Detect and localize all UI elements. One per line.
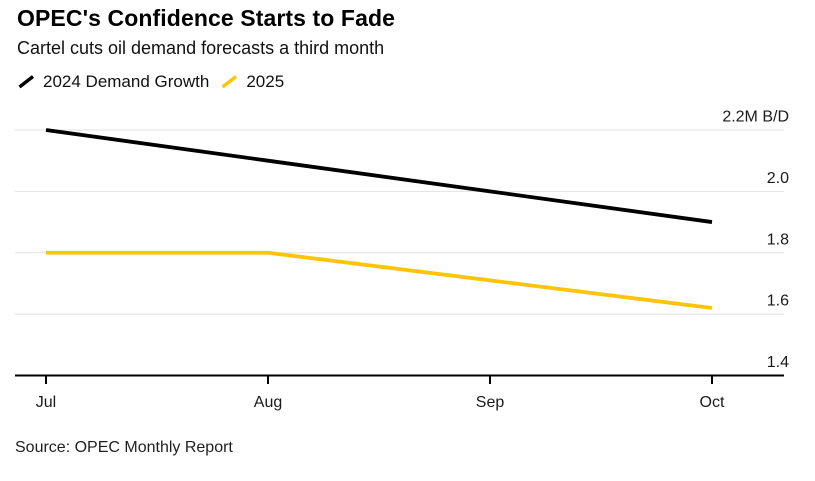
x-tick-label: Jul (36, 394, 56, 411)
x-tick-label: Oct (700, 394, 725, 411)
chart-subtitle: Cartel cuts oil demand forecasts a third… (17, 38, 385, 58)
y-tick-label: 2.0 (767, 170, 789, 187)
legend-label-2024: 2024 Demand Growth (43, 72, 210, 91)
series-line-2024-demand-growth (45, 128, 713, 224)
y-tick-label: 1.8 (767, 231, 789, 248)
chart-legend: 2024 Demand Growth 2025 (17, 72, 284, 92)
series-2024-slash-stroke (18, 75, 35, 89)
series-2025-slash-icon (221, 75, 238, 89)
y-tick-label: 1.4 (767, 354, 789, 371)
y-tick-label: 1.6 (767, 293, 789, 310)
series-2025-slash-stroke (221, 75, 238, 89)
x-tick-label: Aug (254, 394, 282, 411)
legend-item-2025: 2025 (220, 72, 284, 92)
legend-label-2025: 2025 (246, 72, 285, 91)
x-tick-label: Sep (476, 394, 505, 411)
y-tick-label: 2.2M B/D (722, 109, 789, 126)
legend-item-2024-demand-growth: 2024 Demand Growth (17, 72, 209, 92)
series-2024-slash-icon (18, 75, 35, 89)
page-title: OPEC's Confidence Starts to Fade (17, 5, 396, 31)
series-line-2025 (46, 250, 713, 310)
source-note: Source: OPEC Monthly Report (15, 439, 233, 456)
